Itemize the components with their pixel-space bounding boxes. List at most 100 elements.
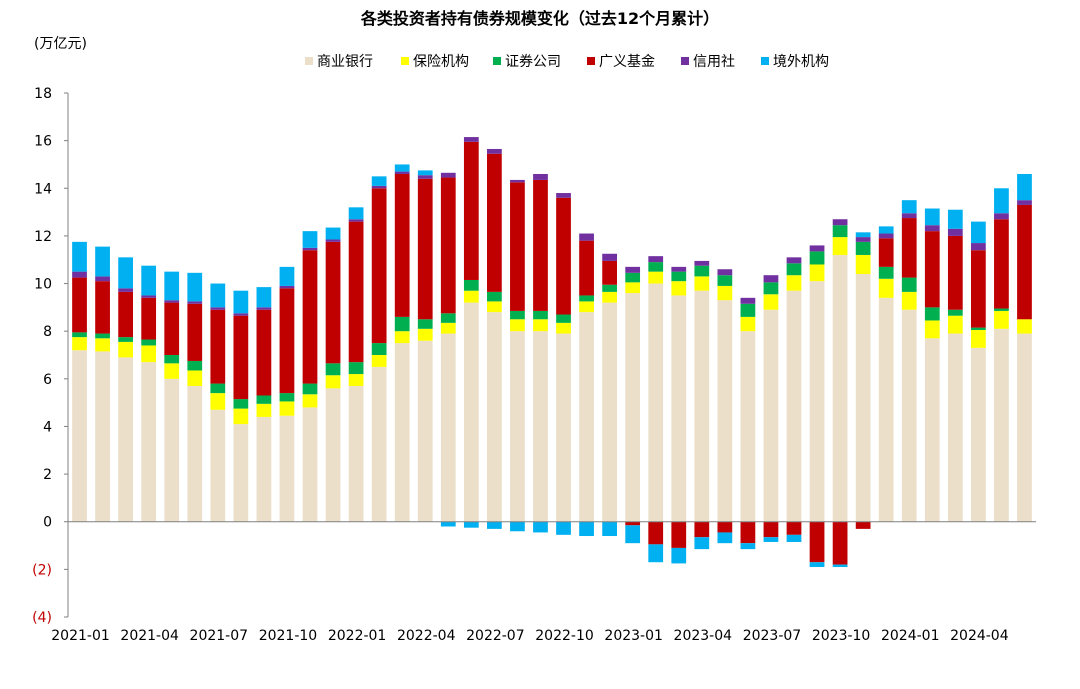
bar-segment [786,275,802,291]
bar-segment-negative [694,521,710,538]
bar-segment [533,331,548,522]
bar-segment [72,337,87,351]
bar-segment-negative [648,521,664,545]
bar-segment [233,290,249,314]
bar-segment [371,185,387,189]
bar-segment-negative [763,521,779,538]
bar-segment [325,363,341,376]
bar-segment [417,170,433,176]
bar-segment [302,383,318,395]
bar-segment [556,322,571,334]
bar-segment [487,148,502,154]
y-tick-label: 12 [34,229,52,245]
bar-segment [971,327,986,330]
legend-label: 信用社 [693,54,735,70]
x-tick-label: 2023-04 [674,628,733,644]
bar-segment [947,235,963,310]
bar-segment-negative [786,521,802,535]
bar-segment [348,385,364,522]
bar-segment [302,394,318,408]
legend-label: 保险机构 [413,54,469,70]
bar-segment [556,314,571,323]
bar-segment [763,275,779,283]
bar-segment [164,363,180,379]
bar-segment [394,343,410,522]
bar-segment-negative [602,521,617,537]
bar-segment [1017,333,1032,522]
y-tick-label: 2 [43,467,52,483]
y-tick-label: 0 [43,515,52,531]
bar-segment-negative [625,521,641,526]
bar-segment [855,241,871,255]
bar-segment [878,238,894,267]
bar-segment [809,245,825,252]
bar-segment [832,219,848,226]
bar-segment [971,243,986,251]
bar-segment [602,253,617,261]
y-tick-label: 4 [43,419,52,435]
bar-segment [256,287,272,308]
bar-segment [210,409,226,522]
legend-swatch [401,57,409,65]
bar-segment [648,256,664,263]
bar-segment [878,278,894,298]
bar-segment [878,233,894,239]
y-tick-label: 18 [34,86,52,102]
legend-item: 证券公司 [493,54,561,70]
y-tick-label: 14 [34,181,52,197]
bar-segment [440,172,456,178]
bar-segment [348,362,364,375]
bar-segment [994,219,1009,309]
bar-segment-negative [855,521,871,529]
bar-segment [901,218,917,278]
bar-segment [325,239,341,242]
bar-segment [187,360,203,371]
bar-segment [602,260,617,285]
bar-segment-negative [671,521,687,548]
bar-segment-negative [832,564,848,567]
bar-segment [210,309,226,384]
bar-segment [1017,173,1032,201]
bar-segment [463,141,479,280]
bar-segment [348,219,364,222]
bar-segment [95,338,110,352]
bar-segment [1017,204,1032,320]
bar-segment [763,294,779,310]
bar-segment [72,277,87,333]
bar-segment [72,350,87,522]
bar-segment [648,262,664,272]
y-tick-label: (4) [32,610,52,626]
bar-segment [141,295,157,298]
bar-segment [878,297,894,522]
bar-segment [95,276,110,282]
bar-segment [371,188,387,344]
bar-segment-negative [809,521,825,563]
x-tick-label: 2022-01 [328,628,387,644]
bar-segment [187,272,203,302]
bar-segment [141,265,157,296]
bar-segment [72,332,87,338]
x-tick-label: 2024-04 [950,628,1009,644]
bars-layer [72,137,1032,567]
bar-segment [694,260,710,266]
bar-segment [463,302,479,522]
bar-segment [394,164,410,172]
bar-segment [302,407,318,522]
bar-segment [417,175,433,179]
bar-segment [602,291,617,303]
bar-segment [1017,319,1032,334]
x-tick-label: 2023-07 [743,628,802,644]
bar-segment [233,313,249,316]
bar-segment [1017,200,1032,205]
bar-segment [440,177,456,314]
bar-segment [210,307,226,310]
bar-segment [348,374,364,386]
y-tick-label: 8 [43,324,52,340]
bar-segment [671,281,687,296]
bar-segment [648,271,664,284]
bar-segment [371,355,387,367]
bar-segment [371,366,387,522]
x-tick-label: 2023-10 [812,628,871,644]
bar-segment [440,322,456,334]
bar-segment [440,333,456,522]
